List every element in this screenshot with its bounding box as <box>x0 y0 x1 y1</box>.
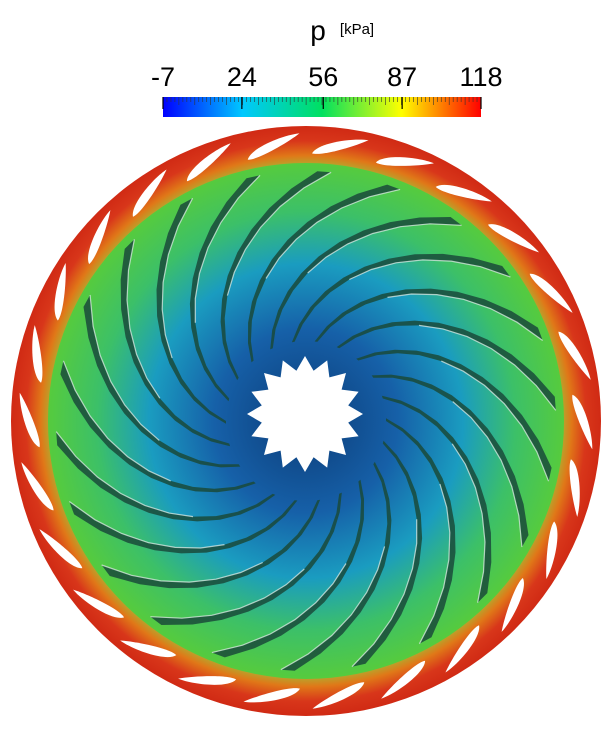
blade-shadow <box>291 253 511 343</box>
blade-edge <box>452 401 523 548</box>
colorbar-tick-label: 87 <box>387 62 417 92</box>
guide-vane <box>312 682 365 709</box>
blade-edge <box>161 197 194 359</box>
blade-shadow <box>314 288 543 342</box>
blade-edge <box>387 293 544 341</box>
blade-shadow <box>101 499 321 589</box>
blade-edge <box>351 519 418 668</box>
blade-edge <box>68 501 225 549</box>
guide-vane <box>435 184 492 202</box>
blade-edge <box>150 568 305 619</box>
guide-vane <box>178 676 237 685</box>
guide-vane <box>39 529 83 569</box>
guide-vane <box>247 133 300 160</box>
blade-edge <box>55 431 194 518</box>
guide-vane <box>21 462 54 511</box>
guide-vane <box>572 394 593 450</box>
guide-vanes <box>19 133 593 709</box>
hub <box>247 356 363 472</box>
guide-vane <box>546 521 558 580</box>
colorbar-tick-label: 24 <box>227 62 257 92</box>
guide-vane <box>88 210 111 265</box>
blade-edge <box>226 171 332 296</box>
guide-vane <box>73 589 125 618</box>
guide-vane <box>569 459 580 517</box>
colorbar-unit: [kPa] <box>340 21 374 38</box>
guide-vane <box>19 392 40 448</box>
guide-vane <box>120 640 177 658</box>
blade-edge <box>418 324 557 411</box>
blade-shadow <box>156 198 226 424</box>
guide-vane <box>54 262 66 321</box>
blade-edge <box>349 259 511 281</box>
guide-vane <box>186 143 231 182</box>
blade-edge <box>62 360 171 482</box>
blade-edge <box>89 294 160 441</box>
colorbar-tick-label: 118 <box>459 62 502 92</box>
blade-edge <box>451 443 486 603</box>
colorbar-tick-label: 56 <box>308 62 338 92</box>
guide-vane <box>312 139 369 154</box>
guide-vane <box>381 660 426 699</box>
guide-vane <box>375 157 434 166</box>
blade-shadow <box>69 500 298 554</box>
guide-vane <box>487 224 539 253</box>
blade-edge <box>280 546 386 671</box>
guide-vane <box>529 273 573 313</box>
blade-edge <box>211 563 347 654</box>
blade-edge <box>307 223 462 274</box>
blade-edge <box>418 483 451 645</box>
blade-edge <box>126 239 161 399</box>
guide-vane <box>501 577 524 632</box>
guide-vane <box>558 331 591 380</box>
guide-vane <box>32 325 43 383</box>
blades <box>55 171 557 671</box>
guide-vane <box>243 688 300 703</box>
guide-vane <box>132 169 167 217</box>
blade-shadow <box>386 418 456 644</box>
blade-edge <box>265 188 401 279</box>
blade-edge <box>441 360 550 482</box>
blade-edge <box>101 561 263 583</box>
guide-vane <box>445 625 480 673</box>
colorbar-label: p <box>310 15 326 46</box>
blade-edge <box>194 174 261 323</box>
colorbar-tick-label: -7 <box>151 62 175 92</box>
